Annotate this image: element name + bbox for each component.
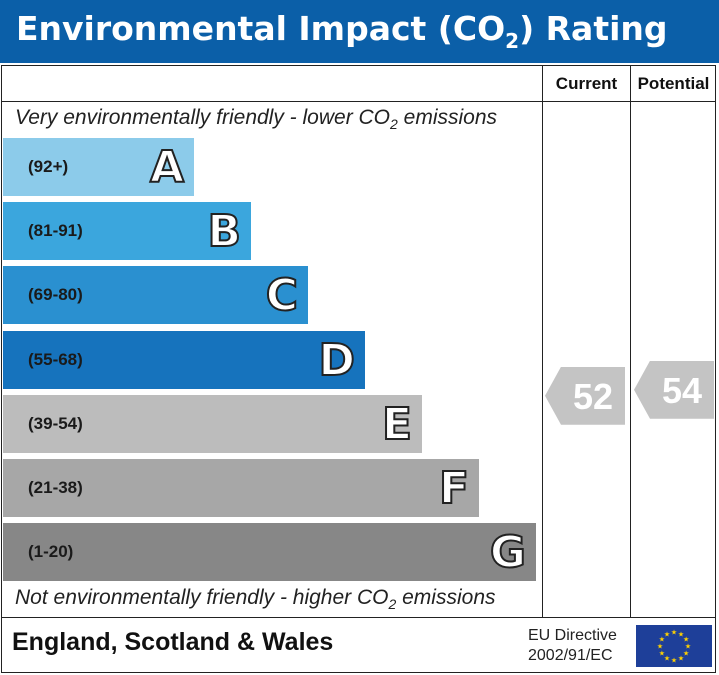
band-letter: G: [489, 526, 527, 579]
top-caption-main: Very environmentally friendly - lower CO: [15, 106, 391, 129]
bottom-caption-main: Not environmentally friendly - higher CO: [15, 586, 389, 609]
title-main-text: Environmental Impact (CO: [16, 9, 506, 48]
title-end-text: ) Rating: [519, 9, 668, 48]
eu-star-icon: ★: [664, 630, 670, 638]
eu-star-icon: ★: [671, 629, 677, 637]
eu-star-icon: ★: [678, 630, 684, 638]
eu-star-icon: ★: [685, 643, 691, 651]
band-range-label: (21-38): [28, 478, 83, 497]
eu-star-icon: ★: [683, 650, 689, 658]
eu-flag-icon: ★ ★ ★ ★ ★ ★ ★ ★ ★ ★ ★ ★: [636, 625, 712, 667]
eu-star-icon: ★: [678, 655, 684, 663]
chart-title: Environmental Impact (CO2) Rating: [16, 9, 668, 53]
band-range-label: (55-68): [28, 349, 83, 369]
top-caption-subscript: 2: [390, 116, 398, 132]
band-c: (69-80) C: [3, 266, 308, 325]
band-letter: B: [206, 205, 242, 258]
band-a: (92+) A: [3, 138, 194, 196]
title-bar: Environmental Impact (CO2) Rating: [0, 0, 719, 63]
bottom-caption-subscript: 2: [388, 596, 397, 612]
band-e: (39-54) E: [3, 394, 422, 453]
potential-rating-value: 54: [661, 369, 703, 411]
band-range-label: (39-54): [28, 413, 83, 433]
potential-column-header: Potential: [637, 74, 710, 93]
band-range-label: (69-80): [28, 285, 83, 305]
footer-divider: [1, 617, 716, 618]
band-letter: D: [317, 334, 356, 387]
current-rating-arrow: 52: [545, 366, 625, 425]
eu-star-icon: ★: [659, 636, 665, 644]
band-range-label: (81-91): [28, 221, 83, 241]
potential-rating-arrow: 54: [634, 360, 714, 419]
bottom-caption: Not environmentally friendly - higher CO…: [15, 586, 496, 612]
rating-frame: [1, 65, 716, 673]
current-column-header: Current: [555, 74, 618, 93]
potential-column-divider: [630, 65, 631, 617]
eu-directive-label: EU Directive 2002/91/EC: [528, 626, 617, 666]
eu-star-icon: ★: [671, 657, 677, 665]
band-b: (81-91) B: [3, 202, 251, 261]
header-divider: [1, 101, 716, 102]
band-range-label: (1-20): [28, 542, 74, 562]
band-d: (55-68) D: [3, 330, 365, 389]
band-f: (21-38) F: [3, 459, 479, 517]
eu-star-icon: ★: [683, 636, 689, 644]
current-column-divider: [542, 65, 543, 617]
current-rating-value: 52: [572, 375, 614, 417]
band-letter: F: [438, 462, 470, 515]
band-range-label: (92+): [28, 157, 69, 176]
bottom-caption-end: emissions: [396, 586, 496, 609]
top-caption-end: emissions: [397, 106, 498, 129]
eu-star-icon: ★: [659, 650, 665, 658]
eu-directive-line2: 2002/91/EC: [528, 647, 613, 664]
eu-star-icon: ★: [664, 655, 670, 663]
band-letter: C: [265, 269, 299, 322]
band-letter: E: [381, 398, 413, 451]
top-caption: Very environmentally friendly - lower CO…: [15, 106, 498, 132]
eu-directive-line1: EU Directive: [528, 627, 617, 644]
title-subscript: 2: [505, 29, 520, 53]
region-label: England, Scotland & Wales: [12, 628, 334, 656]
eu-star-icon: ★: [657, 643, 663, 651]
band-g: (1-20) G: [3, 523, 536, 582]
band-letter: A: [149, 141, 185, 194]
